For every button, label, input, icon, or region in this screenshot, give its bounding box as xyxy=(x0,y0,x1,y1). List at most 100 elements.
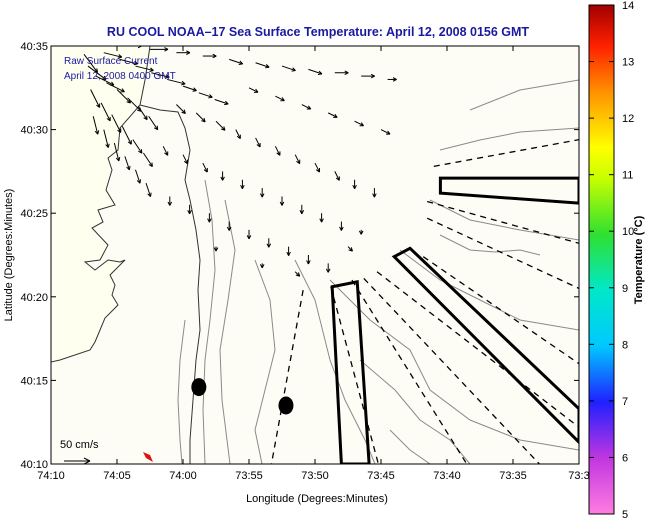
y-tick-label: 40:10 xyxy=(20,459,48,471)
current-vector xyxy=(106,82,125,93)
vector-shaft xyxy=(95,75,115,86)
diagonal-box xyxy=(391,246,579,445)
vector-head xyxy=(299,210,305,215)
vector-head xyxy=(240,184,245,189)
current-vector xyxy=(202,162,208,173)
vector-shaft xyxy=(202,162,208,173)
current-vector xyxy=(306,255,311,265)
vector-shaft xyxy=(145,182,152,197)
annotation-line-2: April 12, 2008 0400 GMT xyxy=(64,71,176,82)
current-vector xyxy=(266,238,272,248)
current-vector xyxy=(334,70,349,76)
vector-head xyxy=(127,140,132,145)
vector-shaft xyxy=(148,115,159,131)
vector-shaft xyxy=(229,58,243,65)
current-vector xyxy=(352,179,357,189)
x-tick-label: 74:05 xyxy=(103,470,131,482)
vector-shaft xyxy=(137,105,148,120)
colorbar-tick-label: 14 xyxy=(622,0,634,12)
colorbar-tick-label: 7 xyxy=(622,396,628,408)
vector-head xyxy=(236,134,241,140)
current-vector xyxy=(151,72,170,79)
current-vector xyxy=(213,246,219,252)
dashed-line xyxy=(270,289,304,464)
vector-head xyxy=(276,151,281,156)
vector-shaft xyxy=(116,89,131,104)
region-features xyxy=(191,138,579,464)
vector-head xyxy=(291,67,296,72)
current-vector xyxy=(124,156,131,171)
current-vector xyxy=(229,58,244,65)
current-vector xyxy=(90,89,101,108)
vector-head xyxy=(253,88,259,93)
vector-head xyxy=(221,126,226,131)
vector-shaft xyxy=(135,65,154,72)
vector-head xyxy=(306,260,311,265)
current-vector xyxy=(207,213,212,223)
vector-shaft xyxy=(354,120,364,127)
current-vector xyxy=(202,53,217,59)
vector-head xyxy=(352,184,357,189)
colorbar-tick-label: 10 xyxy=(622,226,634,238)
vector-shaft xyxy=(111,114,122,133)
x-tick-label: 73:35 xyxy=(499,470,527,482)
vector-shaft xyxy=(248,87,259,93)
current-vector xyxy=(274,146,281,156)
dashed-line xyxy=(363,277,540,464)
vector-head xyxy=(385,130,391,135)
vector-shaft xyxy=(314,162,320,173)
vector-head xyxy=(181,80,186,86)
vector-head xyxy=(259,193,265,198)
vector-head xyxy=(319,218,324,223)
current-vector xyxy=(182,85,197,92)
current-vector xyxy=(240,179,245,189)
vector-shaft xyxy=(182,85,197,92)
colorbar-tick-label: 11 xyxy=(622,170,633,182)
current-vector xyxy=(325,263,331,273)
x-tick-label: 73:3 xyxy=(568,470,589,482)
vector-shaft xyxy=(281,65,296,72)
vector-head xyxy=(167,201,173,206)
vector-shaft xyxy=(83,54,98,73)
vector-shaft xyxy=(135,169,141,184)
dashed-line xyxy=(422,256,579,365)
current-vector xyxy=(339,221,344,231)
dashed-line xyxy=(427,200,579,244)
vector-head xyxy=(183,159,189,165)
scale-arrow xyxy=(64,457,91,465)
current-vector xyxy=(176,50,191,55)
colorbar-tick-label: 12 xyxy=(622,113,634,125)
current-vector xyxy=(167,78,186,86)
colorbar-tick-label: 8 xyxy=(622,339,628,351)
current-vector xyxy=(135,65,154,72)
vector-head xyxy=(126,165,131,171)
current-vector xyxy=(187,204,192,215)
colorbar-tick-label: 9 xyxy=(622,283,628,295)
vector-head xyxy=(238,60,244,65)
colorbar-label: Temperature (°C) xyxy=(633,215,645,304)
vector-head xyxy=(325,268,331,273)
vector-shaft xyxy=(215,120,226,131)
current-vector xyxy=(387,77,397,82)
vertical-box xyxy=(330,279,371,464)
vector-shaft xyxy=(124,156,130,171)
y-tick-label: 40:25 xyxy=(20,208,48,220)
current-vector xyxy=(198,92,213,99)
east-box xyxy=(438,176,579,205)
plot-area xyxy=(51,46,579,464)
vector-shaft xyxy=(103,129,109,148)
vector-head xyxy=(164,151,169,156)
dashed-line xyxy=(376,271,579,428)
current-vector xyxy=(226,221,232,231)
current-vector xyxy=(214,99,229,106)
current-vector xyxy=(103,52,123,59)
vector-shaft xyxy=(294,154,301,164)
x-tick-label: 74:00 xyxy=(169,470,197,482)
colorbar-ticks: 14 13 12 11 10 9 8 7 6 5 xyxy=(589,0,634,519)
vector-shaft xyxy=(255,137,261,148)
vector-shaft xyxy=(182,154,188,164)
vector-head xyxy=(317,70,323,75)
vector-head xyxy=(359,122,365,127)
dashed-line xyxy=(330,286,379,464)
vector-shaft xyxy=(127,97,142,112)
